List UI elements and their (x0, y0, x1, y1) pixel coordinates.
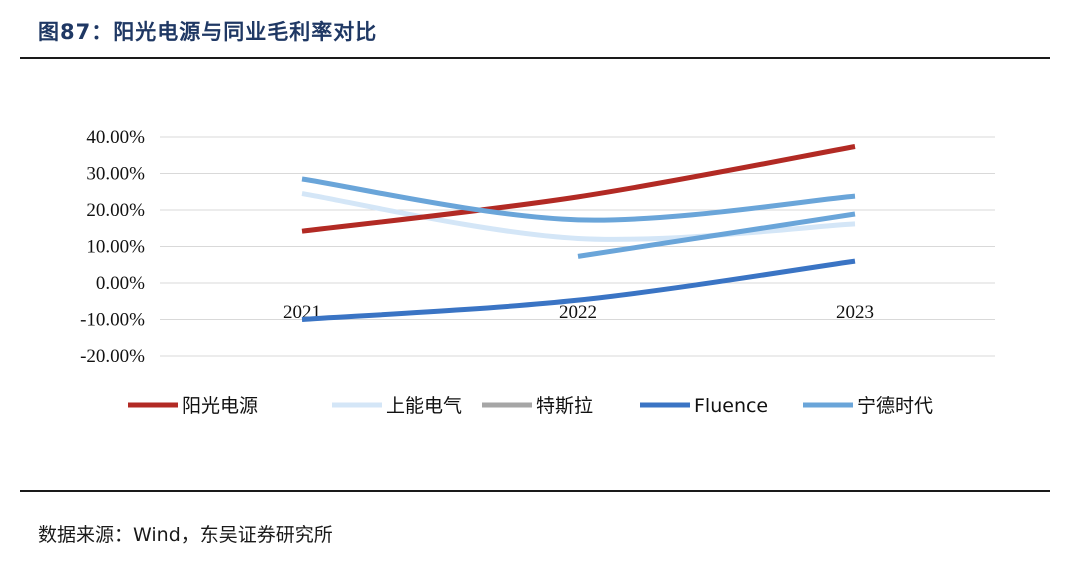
series-line (301, 144, 856, 234)
legend-label: 特斯拉 (536, 395, 593, 417)
series-line (301, 176, 856, 223)
source-note: 数据来源：Wind，东吴证券研究所 (38, 524, 333, 546)
y-tick-label: 0.00% (96, 273, 145, 294)
bottom-rule (20, 490, 1050, 492)
series-line (301, 191, 856, 242)
series-line (577, 211, 856, 259)
legend-label: 上能电气 (386, 395, 462, 417)
y-tick-label: 10.00% (86, 237, 145, 258)
figure-title: 图87：阳光电源与同业毛利率对比 (38, 20, 378, 44)
top-rule (20, 57, 1050, 59)
series-line (301, 258, 856, 322)
y-tick-label: 30.00% (86, 164, 145, 185)
x-tick-label: 2022 (559, 302, 597, 323)
y-tick-label: -10.00% (80, 310, 145, 331)
gross-margin-line-chart: 40.00% 30.00% 20.00% 10.00% 0.00% -10.00% -20.… (80, 127, 995, 417)
legend-label: 阳光电源 (182, 395, 258, 417)
y-tick-label: 20.00% (86, 200, 145, 221)
y-tick-label: -20.00% (80, 346, 145, 367)
legend-label: Fluence (694, 395, 768, 417)
y-tick-label: 40.00% (86, 127, 145, 148)
x-tick-label: 2023 (836, 302, 874, 323)
legend-label: 宁德时代 (857, 395, 933, 417)
